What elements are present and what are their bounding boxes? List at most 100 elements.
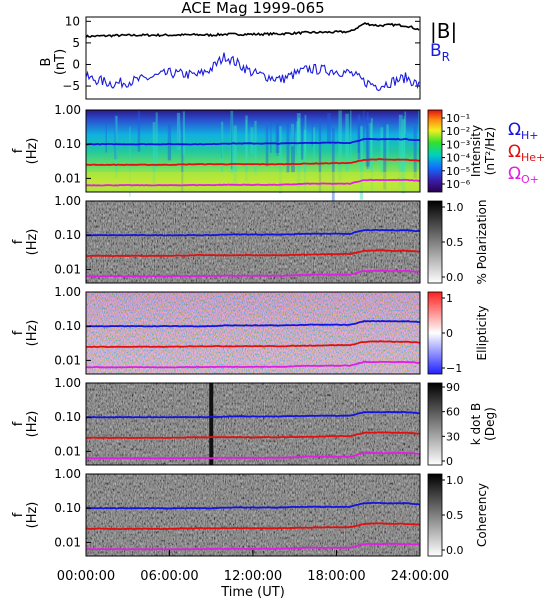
x-tick-label: 24:00:00	[391, 569, 449, 584]
spectrogram-streak	[357, 116, 361, 153]
x-tick-label: 06:00:00	[140, 569, 198, 584]
spectrogram-streak	[114, 116, 118, 160]
legend-br: BR	[430, 41, 450, 64]
colorbar-coherency	[427, 473, 443, 557]
spectrogram-streak	[291, 121, 295, 173]
omega-h-line	[85, 319, 421, 328]
spectrogram-streak	[182, 111, 185, 156]
colorbar-label: % Polarization	[475, 200, 489, 285]
spectrogram-streak	[318, 118, 322, 193]
spectrogram-streak	[327, 113, 331, 142]
legend-omega-he-main: Ω	[508, 142, 521, 162]
spectrogram-streak	[398, 114, 403, 186]
colorbar-kdotb	[427, 382, 443, 466]
spectrogram-streak	[304, 114, 307, 175]
spectrogram-streak	[296, 121, 299, 143]
freq-tick-label: 1.00	[54, 285, 81, 299]
panel-frame	[85, 109, 421, 193]
omega-o-line	[85, 542, 421, 551]
freq-tick-label: 0.01	[54, 171, 81, 185]
spectrogram-streak	[297, 118, 301, 144]
spectrogram-streak	[254, 120, 257, 176]
spectrogram-streak	[270, 123, 272, 153]
spectrogram-streak	[404, 111, 407, 134]
spectrogram-streak	[155, 112, 158, 168]
spectrogram-streak	[115, 115, 118, 179]
legend-omega-he: ΩHe+	[508, 142, 545, 164]
spectrogram-streak	[403, 116, 405, 177]
panel-y-label-main: f	[11, 239, 26, 244]
omega-o-line	[85, 269, 421, 278]
panel-frame	[85, 200, 421, 284]
spectrogram-streak	[357, 114, 361, 160]
colorbar-tick-label: −1	[446, 362, 462, 375]
legend-btotal: |B|	[430, 19, 457, 43]
legend-br-sub: R	[442, 50, 450, 64]
panel-frame	[85, 291, 421, 375]
spectrogram-streak	[233, 125, 237, 184]
panel-y-label-unit: (Hz)	[25, 138, 40, 165]
panel-polarization: 1.00 0.10 0.01 f (Hz) 1.0 0.5 0.0 % Polarization	[11, 194, 489, 284]
colorbar-tick-label: 0.0	[446, 271, 464, 284]
panel-y-label-main: f	[11, 512, 26, 517]
x-tick-label: 12:00:00	[224, 569, 282, 584]
ellipticity-noise	[86, 292, 420, 374]
legend-omega-h: ΩH+	[508, 120, 539, 142]
series-line-btotal	[85, 22, 420, 38]
colorbar-label-unit: (nT²/Hz)	[483, 127, 497, 175]
colorbar-tick-label: 30	[446, 430, 460, 443]
colorbar-intensity	[427, 109, 443, 193]
omega-o-line	[85, 451, 420, 460]
spectrogram-streak	[230, 110, 234, 174]
spectrogram-streak	[276, 122, 279, 156]
freq-tick-label: 0.10	[54, 319, 81, 333]
colorbar-tick-label: 90	[446, 381, 460, 394]
spectrogram-streak	[301, 117, 304, 160]
spectrogram-streak	[362, 110, 365, 142]
x-axis-label: Time (UT)	[220, 585, 285, 600]
b-y-ticks: 10 5 0 −5	[62, 14, 420, 93]
freq-tick-label: 1.00	[54, 194, 81, 208]
spectrogram-streak	[152, 122, 156, 184]
spectrogram-streak	[311, 119, 313, 147]
freq-tick-label: 1.00	[54, 376, 81, 390]
freq-tick-label: 0.10	[54, 137, 81, 151]
spectrogram-streak	[181, 124, 184, 192]
panel-ellipticity: 1.00 0.10 0.01 f (Hz) 1 0 −1 Ellipticity	[11, 285, 489, 375]
legend-omega-h-sub: H+	[521, 129, 539, 142]
x-axis-ticks: 00:00:00 06:00:00 12:00:00 18:00:00 24:00:00	[57, 550, 449, 584]
spectrogram-streak	[245, 120, 247, 170]
spectrogram-streak	[386, 124, 389, 158]
panel-y-label-unit: (Hz)	[25, 320, 40, 347]
spectrogram-streak	[265, 125, 269, 167]
colorbar-label: Intensity	[469, 125, 483, 177]
spectrogram-panels: 1.000.100.01f (Hz)10⁻¹10⁻²10⁻³10⁻⁴10⁻⁵10⁻…	[11, 103, 497, 557]
legend-omega-o-sub: O+	[521, 173, 539, 186]
colorbar-tick-label: 10⁻¹	[446, 112, 470, 125]
spectrogram-streak	[401, 119, 406, 194]
omega-h-line	[85, 137, 421, 146]
b-panel-frame	[85, 16, 421, 100]
omega-he-line	[85, 158, 421, 167]
spectrogram-streak	[296, 113, 301, 189]
colorbar-label: Coherency	[475, 483, 489, 547]
panel-y-label-main: f	[11, 330, 26, 335]
spectrogram-streak	[359, 126, 364, 200]
b-y-tick-label: 10	[65, 14, 80, 28]
colorbar-tick-label: 0.5	[446, 236, 464, 249]
panel-y-label-unit: (Hz)	[25, 229, 40, 256]
freq-tick-label: 1.00	[54, 467, 81, 481]
spectrogram-streak	[167, 124, 172, 161]
gyrofrequency-legend: ΩH+ ΩHe+ ΩO+	[508, 120, 545, 186]
spectrogram-streak	[177, 116, 179, 148]
freq-tick-label: 0.01	[54, 353, 81, 367]
panel-kdotb: 1.00 0.10 0.01 f (Hz) 90 60 30 0 k dot B (Deg)	[11, 376, 497, 468]
spectrogram-streak	[413, 126, 417, 179]
colorbar-label: k dot B	[469, 403, 483, 445]
colorbar-tick-label: 0	[446, 455, 453, 468]
spectrogram-streak	[370, 118, 373, 192]
freq-tick-label: 0.01	[54, 444, 81, 458]
b-y-tick-label: 0	[72, 57, 80, 71]
spectrogram-streak	[250, 127, 254, 154]
